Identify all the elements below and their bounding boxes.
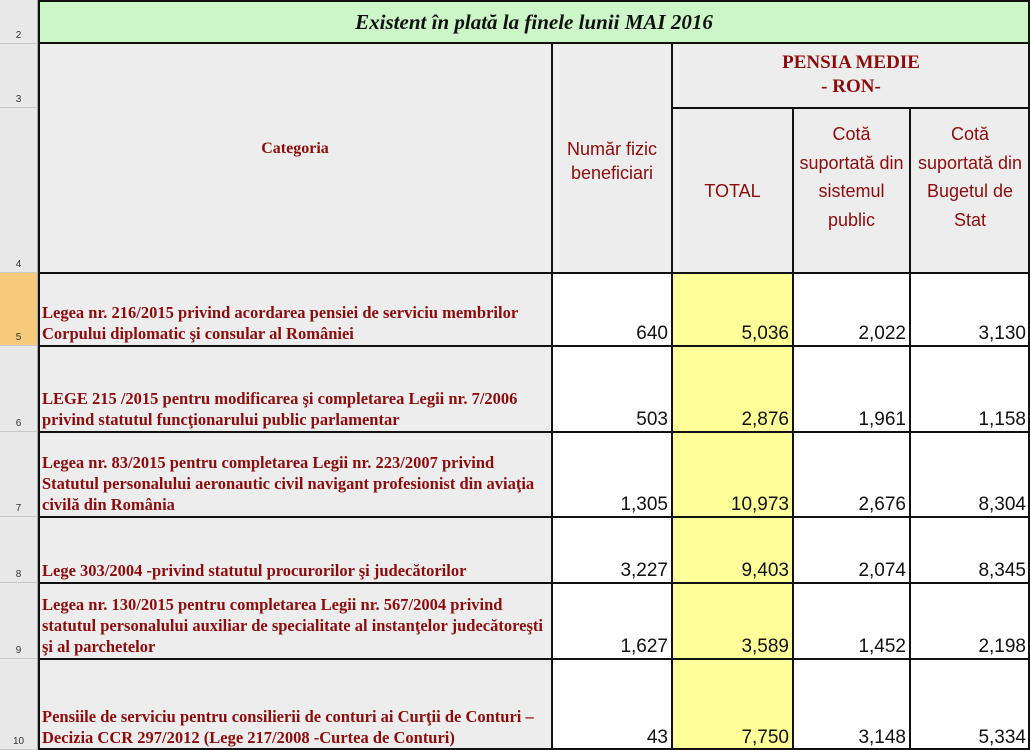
row-header-9[interactable]: 9 xyxy=(0,583,38,659)
row-header-3[interactable]: 3 xyxy=(0,44,38,108)
table-row-7-buget[interactable]: 8,304 xyxy=(910,432,1030,517)
grid-vline xyxy=(551,44,553,750)
row-header-2[interactable]: 2 xyxy=(0,0,38,44)
grid-vline xyxy=(38,44,40,750)
table-row-9-numar[interactable]: 1,627 xyxy=(552,583,672,659)
grid-hline xyxy=(38,748,1030,750)
grid-hline xyxy=(38,516,1030,518)
table-row-5-total[interactable]: 5,036 xyxy=(672,273,793,346)
header-total-cell[interactable]: TOTAL xyxy=(672,108,793,273)
table-row-9-total[interactable]: 3,589 xyxy=(672,583,793,659)
row-header-5[interactable]: 5 xyxy=(0,273,38,346)
grid-hline xyxy=(38,658,1030,660)
header-ron: - RON- xyxy=(821,76,881,97)
header-pensia-medie-cell[interactable]: PENSIA MEDIE - RON- xyxy=(672,44,1030,108)
grid-hline xyxy=(38,582,1030,584)
row-header-7[interactable]: 7 xyxy=(0,432,38,517)
table-row-10-categoria[interactable]: Pensiile de serviciu pentru consilierii … xyxy=(38,659,552,750)
grid-hline xyxy=(672,107,1030,109)
grid-vline xyxy=(909,108,911,750)
table-row-7-total[interactable]: 10,973 xyxy=(672,432,793,517)
table-row-5-numar[interactable]: 640 xyxy=(552,273,672,346)
table-row-10-total[interactable]: 7,750 xyxy=(672,659,793,750)
grid-hline xyxy=(38,431,1030,433)
table-row-6-total[interactable]: 2,876 xyxy=(672,346,793,432)
table-row-9-buget[interactable]: 2,198 xyxy=(910,583,1030,659)
grid-vline xyxy=(671,44,673,750)
header-cota-buget: Cotă suportată din Bugetul de Stat xyxy=(917,124,1023,230)
header-categoria: Categoria xyxy=(261,139,329,157)
header-cota-public-cell[interactable]: Cotă suportată din sistemul public xyxy=(793,108,910,273)
table-row-5-buget[interactable]: 3,130 xyxy=(910,273,1030,346)
table-row-6-numar[interactable]: 503 xyxy=(552,346,672,432)
header-pensia-medie: PENSIA MEDIE xyxy=(782,52,920,73)
grid-hline xyxy=(38,272,1030,274)
header-cota-public: Cotă suportată din sistemul public xyxy=(799,124,904,230)
table-row-6-public[interactable]: 1,961 xyxy=(793,346,910,432)
header-total: TOTAL xyxy=(704,180,761,201)
row-header-4[interactable]: 4 xyxy=(0,108,38,273)
table-row-6-buget[interactable]: 1,158 xyxy=(910,346,1030,432)
grid-hline xyxy=(38,345,1030,347)
table-row-8-numar[interactable]: 3,227 xyxy=(552,517,672,583)
table-row-9-categoria[interactable]: Legea nr. 130/2015 pentru completarea Le… xyxy=(38,583,552,659)
grid-vline xyxy=(1028,44,1030,750)
table-row-5-categoria[interactable]: Legea nr. 216/2015 privind acordarea pen… xyxy=(38,273,552,346)
table-row-8-total[interactable]: 9,403 xyxy=(672,517,793,583)
header-numar: Număr fizic beneficiari xyxy=(566,139,657,183)
table-row-9-public[interactable]: 1,452 xyxy=(793,583,910,659)
table-row-8-public[interactable]: 2,074 xyxy=(793,517,910,583)
table-row-8-buget[interactable]: 8,345 xyxy=(910,517,1030,583)
row-header-8[interactable]: 8 xyxy=(0,517,38,583)
row-header-6[interactable]: 6 xyxy=(0,346,38,432)
table-row-7-numar[interactable]: 1,305 xyxy=(552,432,672,517)
table-row-8-categoria[interactable]: Lege 303/2004 -privind statutul procuror… xyxy=(38,517,552,583)
table-title[interactable]: Existent în plată la finele lunii MAI 20… xyxy=(38,0,1030,44)
row-header-10[interactable]: 10 xyxy=(0,659,38,750)
grid-vline xyxy=(792,108,794,750)
header-categoria-cell[interactable]: Categoria xyxy=(38,44,552,273)
header-numar-cell[interactable]: Număr fizic beneficiari xyxy=(552,44,672,273)
table-row-10-buget[interactable]: 5,334 xyxy=(910,659,1030,750)
table-row-7-categoria[interactable]: Legea nr. 83/2015 pentru completarea Leg… xyxy=(38,432,552,517)
table-row-5-public[interactable]: 2,022 xyxy=(793,273,910,346)
table-row-6-categoria[interactable]: LEGE 215 /2015 pentru modificarea şi com… xyxy=(38,346,552,432)
table-row-7-public[interactable]: 2,676 xyxy=(793,432,910,517)
table-row-10-public[interactable]: 3,148 xyxy=(793,659,910,750)
table-row-10-numar[interactable]: 43 xyxy=(552,659,672,750)
header-cota-buget-cell[interactable]: Cotă suportată din Bugetul de Stat xyxy=(910,108,1030,273)
